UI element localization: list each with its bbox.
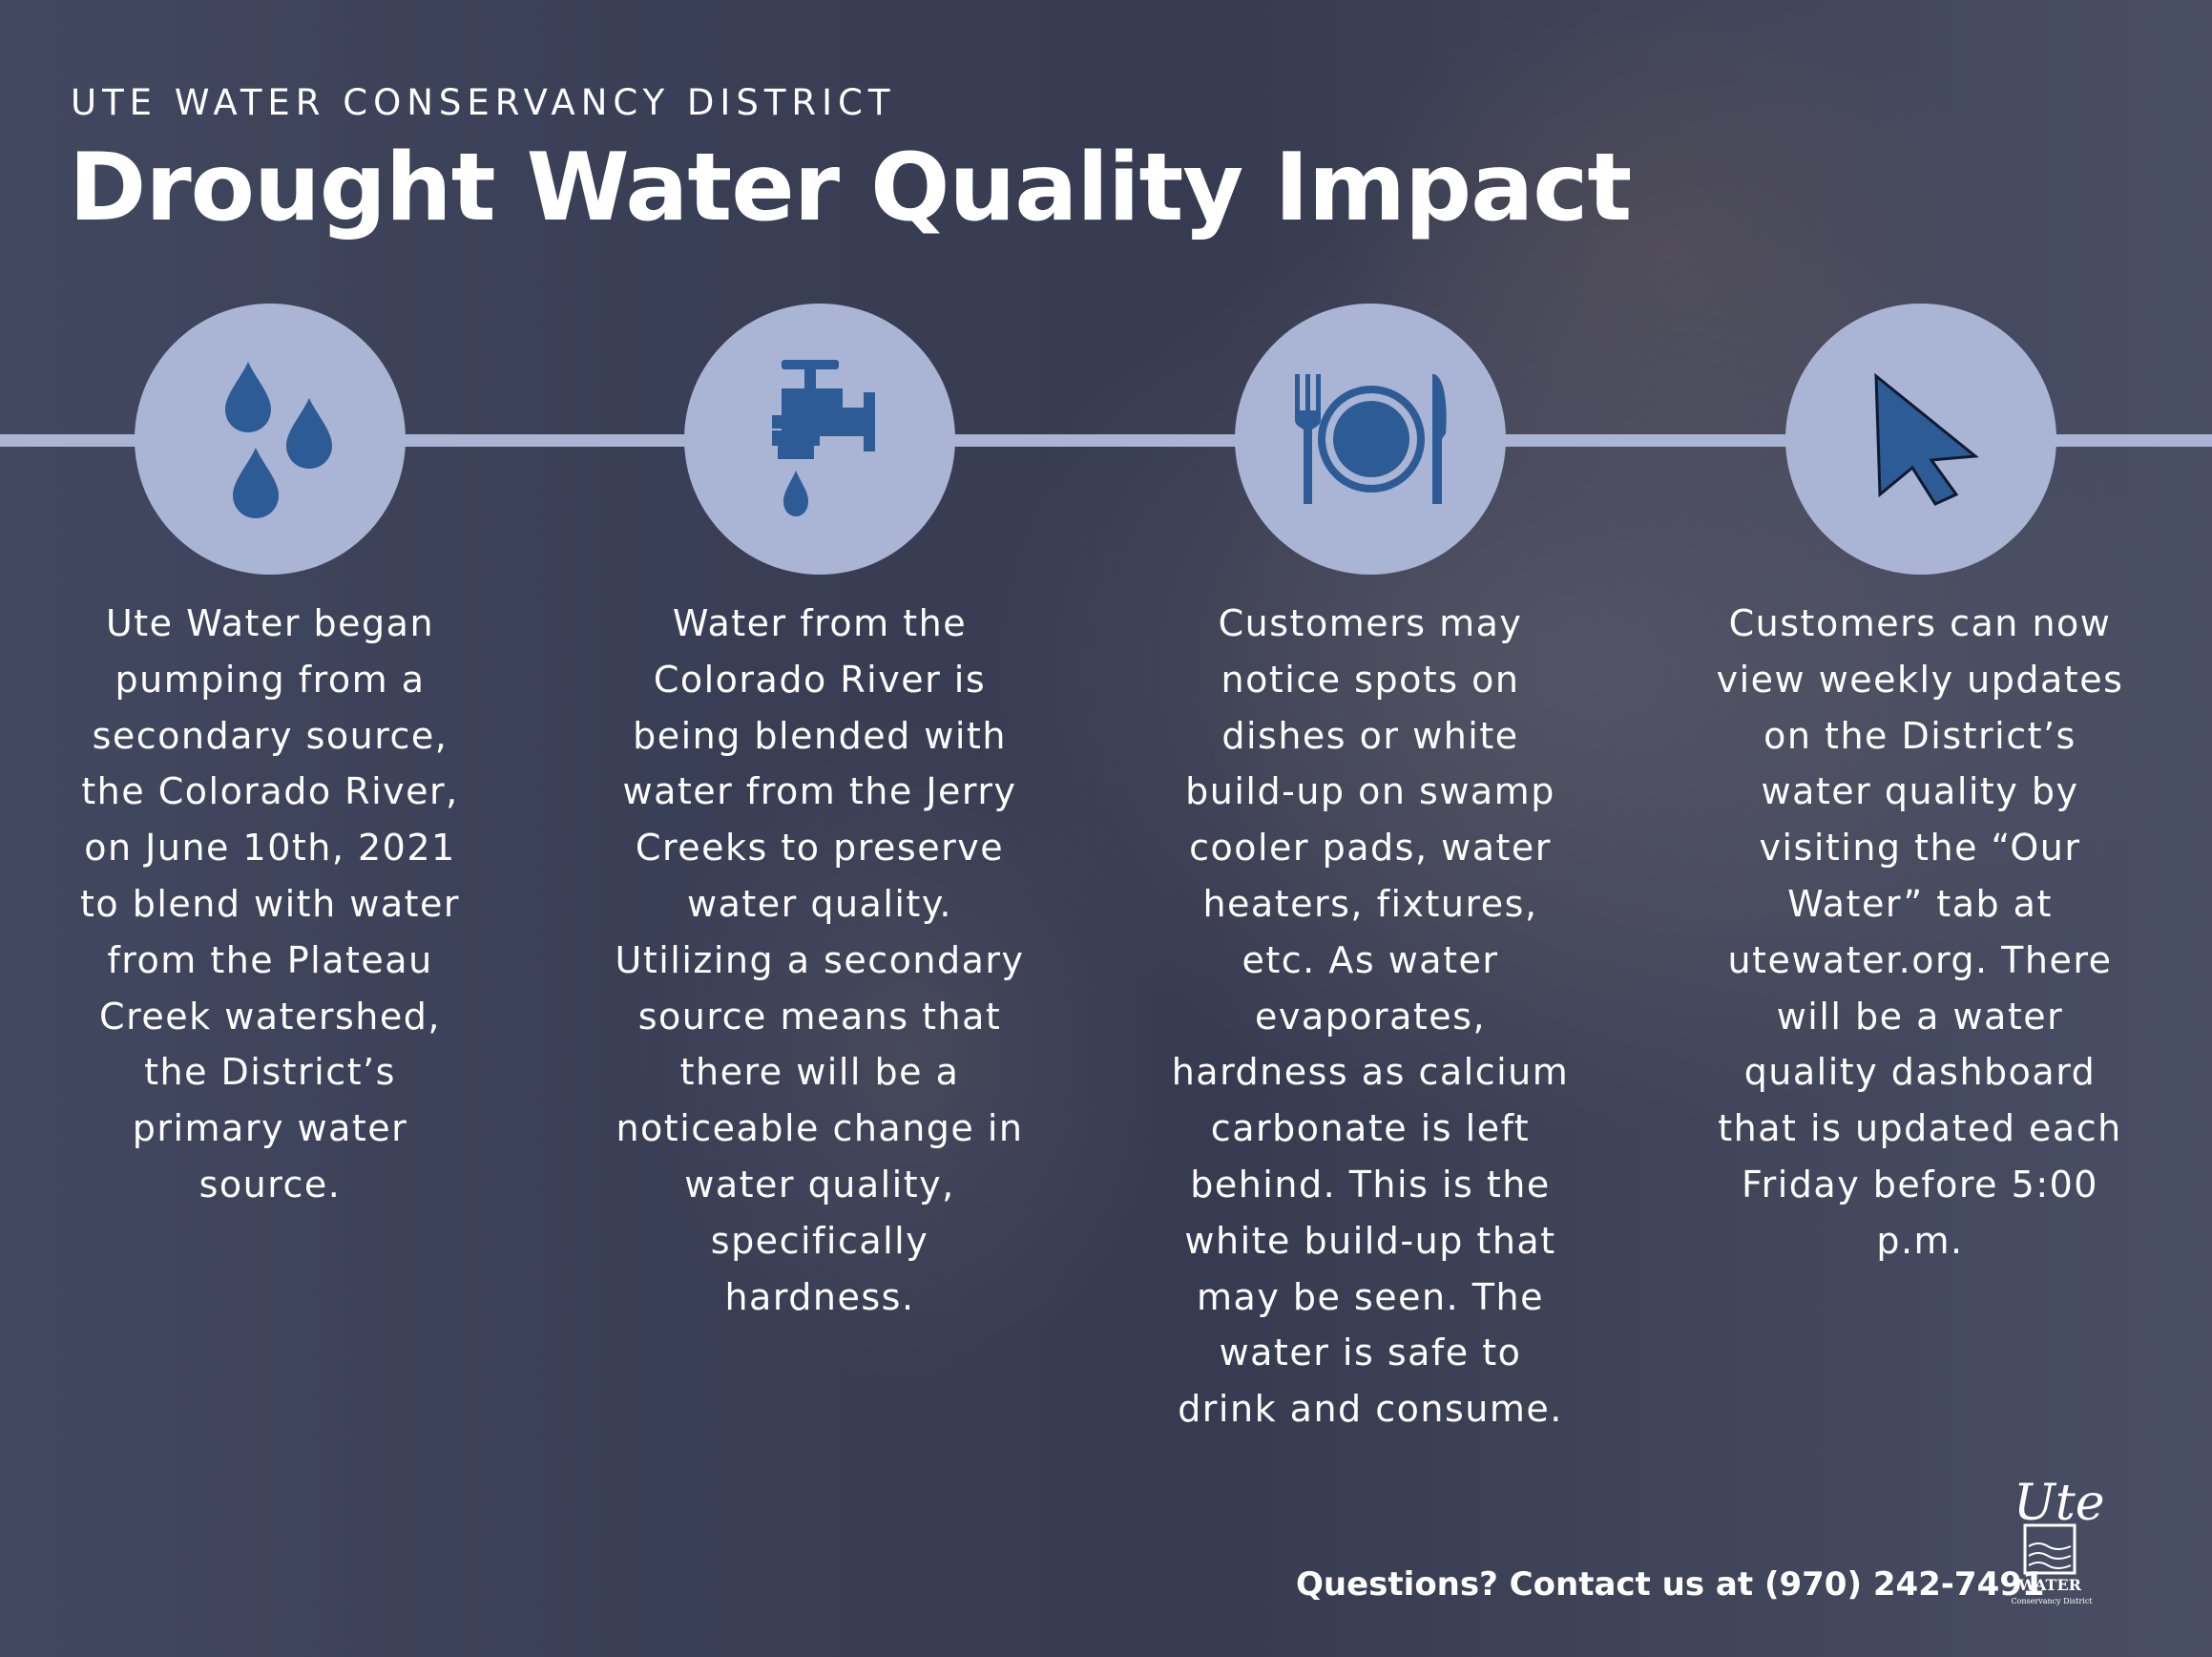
step-2-icon-circle bbox=[684, 304, 955, 575]
timeline-line bbox=[0, 434, 2212, 447]
step-1-text: Ute Water began pumping from a secondary… bbox=[79, 602, 461, 1206]
logo-sub-text: Conservancy District bbox=[2011, 1597, 2093, 1605]
step-1-icon-circle bbox=[135, 304, 406, 575]
cursor-arrow-icon bbox=[1874, 372, 1979, 506]
logo-script-text: Ute bbox=[2014, 1475, 2105, 1532]
page-title: Drought Water Quality Impact bbox=[69, 134, 1632, 242]
organization-name: UTE WATER CONSERVANCY DISTRICT bbox=[71, 82, 896, 123]
step-3-icon-circle bbox=[1235, 304, 1506, 575]
logo-word-text: WATER bbox=[2017, 1576, 2082, 1594]
step-2-text: Water from the Colorado River is being b… bbox=[615, 602, 1025, 1318]
step-4-icon-circle bbox=[1785, 304, 2056, 575]
ute-water-logo: Ute WATER Conservancy District bbox=[2011, 1475, 2105, 1605]
step-4-text: Customers can now view weekly updates on… bbox=[1716, 602, 2124, 1262]
contact-text: Questions? Contact us at (970) 242-7491 bbox=[1296, 1565, 2045, 1604]
plate-utensils-icon bbox=[1295, 374, 1447, 504]
faucet-icon bbox=[772, 360, 875, 516]
water-drops-icon bbox=[225, 362, 332, 518]
step-3-text: Customers may notice spots on dishes or … bbox=[1171, 602, 1570, 1431]
